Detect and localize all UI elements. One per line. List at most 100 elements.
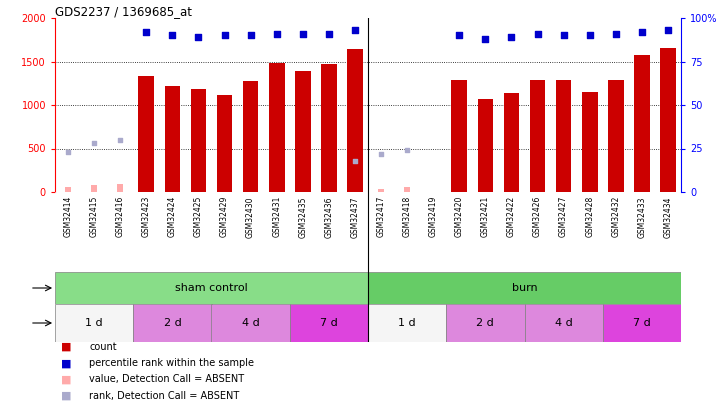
Point (62, 149, 74, 155)
Point (297, 30, 309, 37)
Text: GSM32433: GSM32433 (637, 196, 646, 237)
Text: GSM32435: GSM32435 (298, 196, 307, 237)
Point (610, 30, 622, 37)
Text: count: count (89, 342, 117, 352)
Bar (451, 80, 467, 192)
Bar (603, 304, 681, 342)
Text: GSM32422: GSM32422 (507, 196, 516, 237)
Bar (347, 49, 363, 192)
Bar (190, 89, 206, 192)
Point (662, 27, 673, 34)
Text: 4 d: 4 d (554, 318, 572, 328)
Text: ■: ■ (61, 391, 72, 401)
Bar (378, 188, 384, 192)
Text: burn: burn (512, 283, 537, 293)
Text: GSM32425: GSM32425 (194, 196, 203, 237)
Bar (530, 80, 545, 192)
Text: GSM32431: GSM32431 (273, 196, 281, 237)
Point (218, 32, 230, 38)
Text: percentile rank within the sample: percentile rank within the sample (89, 358, 255, 368)
Text: GSM32418: GSM32418 (402, 196, 412, 237)
Text: 4 d: 4 d (242, 318, 260, 328)
Bar (477, 99, 493, 192)
Point (375, 151, 386, 157)
Text: GSM32415: GSM32415 (89, 196, 99, 237)
Point (193, 34, 204, 40)
Bar (634, 55, 650, 192)
Text: GSM32427: GSM32427 (559, 196, 568, 237)
Text: rank, Detection Call = ABSENT: rank, Detection Call = ABSENT (89, 391, 239, 401)
Text: GSM32432: GSM32432 (611, 196, 620, 237)
Text: sham control: sham control (175, 283, 248, 293)
Point (271, 30, 283, 37)
Text: GSM32429: GSM32429 (220, 196, 229, 237)
Text: GSM32423: GSM32423 (142, 196, 151, 237)
Point (323, 30, 335, 37)
Bar (65, 187, 71, 192)
Bar (368, 304, 446, 342)
Bar (269, 63, 285, 192)
Point (245, 32, 257, 38)
Point (636, 29, 647, 35)
Bar (446, 304, 524, 342)
Text: GSM32419: GSM32419 (429, 196, 438, 237)
Text: 7 d: 7 d (320, 318, 337, 328)
Text: GSM32424: GSM32424 (168, 196, 177, 237)
Bar (608, 80, 624, 192)
Bar (117, 184, 123, 192)
Text: GSM32437: GSM32437 (350, 196, 360, 237)
Bar (556, 80, 572, 192)
Point (349, 27, 360, 34)
Text: ■: ■ (61, 375, 72, 384)
Point (167, 32, 178, 38)
Text: GSM32434: GSM32434 (663, 196, 673, 237)
Text: ■: ■ (61, 342, 72, 352)
Bar (91, 185, 97, 192)
Point (89, 140, 100, 147)
Text: GSM32416: GSM32416 (115, 196, 125, 237)
Bar (243, 81, 258, 192)
Text: GSM32421: GSM32421 (481, 196, 490, 237)
Bar (211, 304, 290, 342)
Bar (321, 64, 337, 192)
Point (115, 136, 126, 143)
Text: GSM32414: GSM32414 (63, 196, 73, 237)
Bar (504, 93, 519, 192)
Point (349, 158, 360, 164)
Text: GSM32420: GSM32420 (455, 196, 464, 237)
Text: ■: ■ (61, 358, 72, 368)
Text: GSM32428: GSM32428 (585, 196, 594, 237)
Text: 2 d: 2 d (477, 318, 495, 328)
Point (532, 30, 544, 37)
Point (141, 29, 152, 35)
Text: GSM32417: GSM32417 (376, 196, 386, 237)
Text: GSM32426: GSM32426 (533, 196, 542, 237)
Bar (524, 304, 603, 342)
Text: 7 d: 7 d (633, 318, 651, 328)
Point (505, 34, 517, 40)
Bar (133, 304, 211, 342)
Bar (582, 92, 598, 192)
Text: value, Detection Call = ABSENT: value, Detection Call = ABSENT (89, 375, 244, 384)
Bar (660, 47, 676, 192)
Point (558, 32, 570, 38)
Bar (217, 96, 232, 192)
Text: GDS2237 / 1369685_at: GDS2237 / 1369685_at (55, 5, 192, 18)
Bar (404, 187, 410, 192)
Bar (55, 272, 368, 304)
Point (454, 32, 465, 38)
Bar (368, 272, 681, 304)
Bar (295, 71, 311, 192)
Text: 2 d: 2 d (164, 318, 181, 328)
Point (402, 147, 413, 153)
Bar (138, 76, 154, 192)
Point (479, 36, 491, 42)
Point (584, 32, 596, 38)
Text: GSM32436: GSM32436 (324, 196, 333, 237)
Bar (164, 86, 180, 192)
Text: 1 d: 1 d (398, 318, 416, 328)
Text: 1 d: 1 d (85, 318, 103, 328)
Text: GSM32430: GSM32430 (246, 196, 255, 237)
Bar (290, 304, 368, 342)
Bar (55, 304, 133, 342)
